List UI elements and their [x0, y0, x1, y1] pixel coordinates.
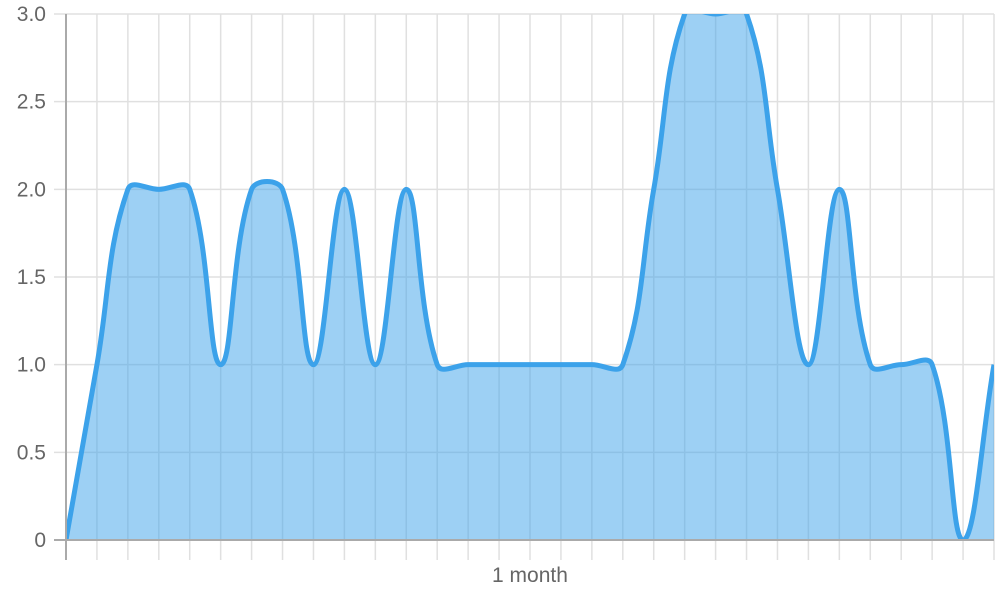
- y-tick-label: 1.0: [17, 354, 46, 377]
- area-fill: [66, 14, 994, 540]
- x-axis-label: 1 month: [492, 564, 568, 587]
- y-tick-label: 1.5: [17, 266, 46, 289]
- axes: 0 0.5 1.0 1.5 2.0 2.5 3.0: [17, 3, 994, 560]
- y-tick-label: 2.0: [17, 178, 46, 201]
- series: [66, 14, 994, 540]
- y-tick-label: 0: [34, 529, 46, 552]
- series-line: [66, 14, 994, 540]
- y-tick-label: 3.0: [17, 3, 46, 26]
- y-tick-label: 2.5: [17, 91, 46, 114]
- y-tick-label: 0.5: [17, 441, 46, 464]
